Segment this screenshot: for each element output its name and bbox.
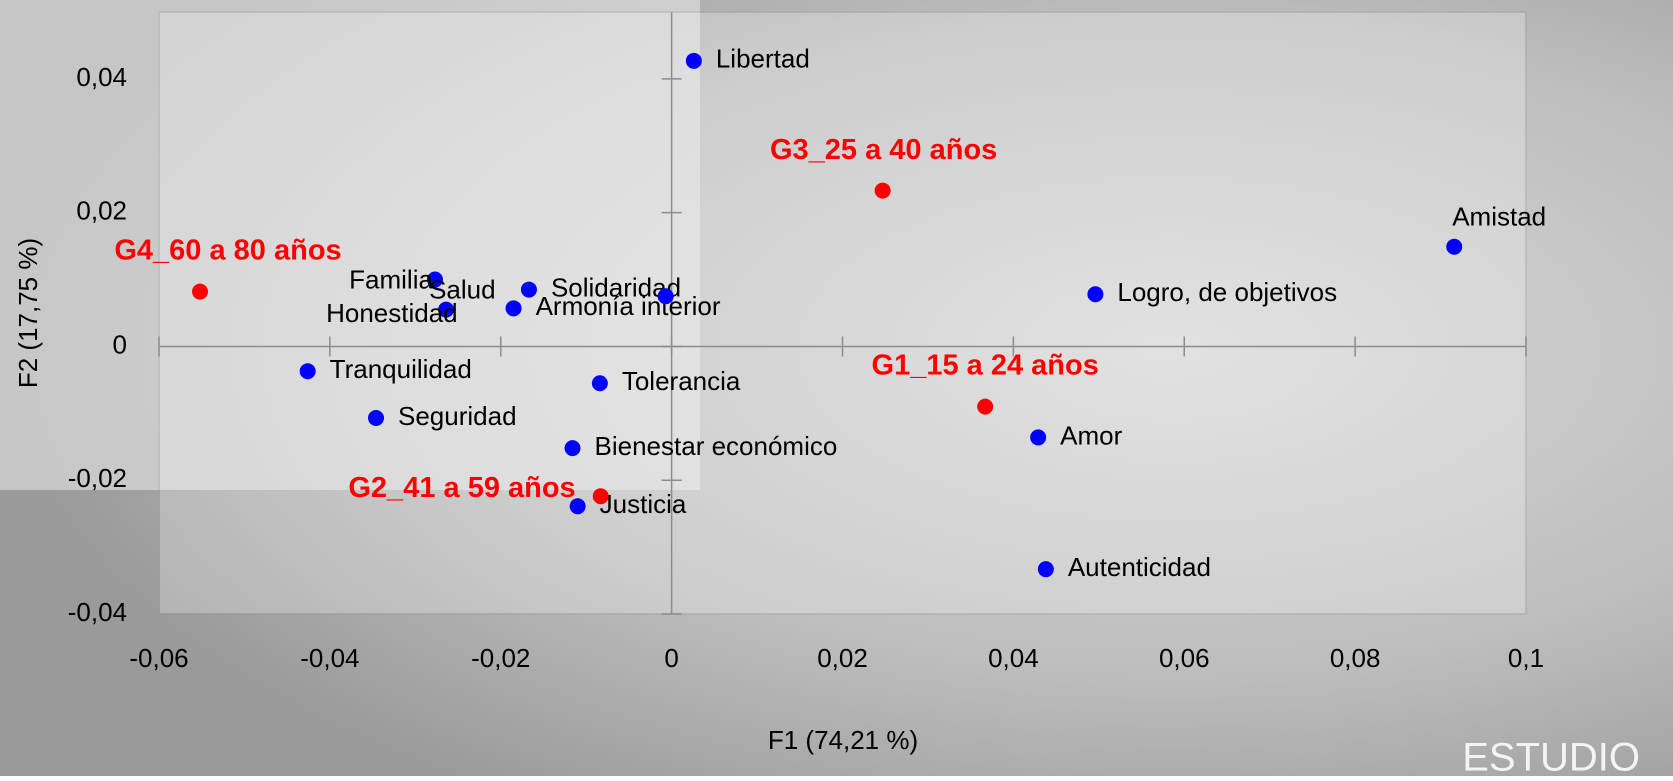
y-tick-label: 0,02 (76, 196, 127, 226)
point (1446, 239, 1462, 255)
point (686, 53, 702, 69)
x-tick-label: 0,1 (1508, 643, 1544, 673)
point (300, 363, 316, 379)
point (1030, 429, 1046, 445)
point-label: Tolerancia (622, 366, 741, 396)
page: F1 (74,21 %) F2 (17,75 %) ESTUDIO -0,06-… (0, 0, 1673, 776)
x-axis-title: F1 (74,21 %) (768, 725, 918, 755)
watermark: ESTUDIO (1462, 736, 1640, 776)
point-label: Logro, de objetivos (1117, 277, 1337, 307)
point-label: Honestidad (326, 298, 458, 328)
point-label: G4_60 a 80 años (114, 234, 341, 266)
x-tick-label: -0,06 (129, 643, 188, 673)
point-label: Justicia (600, 489, 687, 519)
point-label: Amistad (1452, 202, 1546, 232)
x-tick-label: 0,04 (988, 643, 1039, 673)
point-label: Amor (1060, 420, 1122, 450)
point (875, 183, 891, 199)
point (658, 288, 674, 304)
point-label: Libertad (716, 44, 810, 74)
point-label: Autenticidad (1068, 552, 1211, 582)
x-tick-label: 0 (664, 643, 678, 673)
y-tick-label: 0 (113, 329, 127, 359)
point (368, 410, 384, 426)
point-label: Armonía interior (536, 291, 721, 321)
x-tick-label: 0,02 (817, 643, 868, 673)
point-label: Tranquilidad (330, 354, 472, 384)
y-tick-label: -0,04 (68, 597, 127, 627)
point (565, 440, 581, 456)
point (506, 300, 522, 316)
x-tick-label: 0,06 (1159, 643, 1210, 673)
point (521, 282, 537, 298)
point-label: G3_25 a 40 años (770, 134, 997, 166)
x-tick-label: -0,02 (471, 643, 530, 673)
y-tick-label: 0,04 (76, 62, 127, 92)
point (1087, 286, 1103, 302)
point (977, 399, 993, 415)
point-label: Bienestar económico (595, 431, 838, 461)
point (192, 284, 208, 300)
y-axis-title: F2 (17,75 %) (13, 238, 43, 388)
point-label: G1_15 a 24 años (872, 349, 1099, 381)
point (1038, 561, 1054, 577)
point (593, 488, 609, 504)
point-label: G2_41 a 59 años (348, 472, 575, 504)
x-tick-label: 0,08 (1330, 643, 1381, 673)
x-tick-label: -0,04 (300, 643, 359, 673)
point (592, 375, 608, 391)
chart: F1 (74,21 %) F2 (17,75 %) ESTUDIO -0,06-… (0, 0, 1673, 776)
y-tick-label: -0,02 (68, 463, 127, 493)
point-label: Seguridad (398, 401, 517, 431)
point-label: Familia (349, 264, 433, 294)
